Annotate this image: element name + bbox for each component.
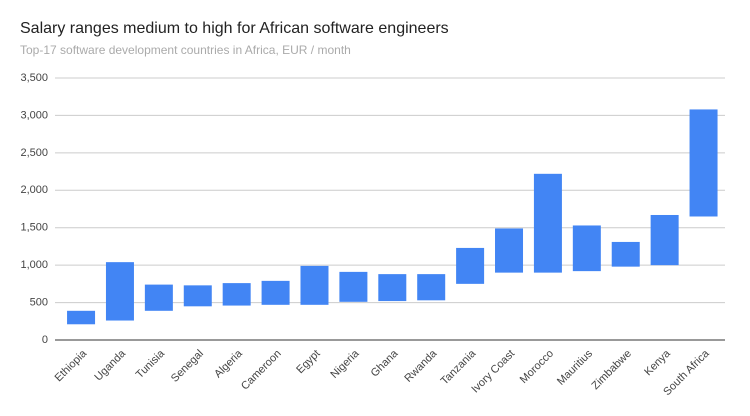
x-tick-label: Senegal [169, 348, 206, 385]
bar [456, 247, 485, 284]
x-tick-label: Morocco [518, 348, 556, 386]
y-tick-label: 500 [30, 296, 48, 308]
x-tick-label: Mauritius [555, 347, 595, 387]
bar [572, 225, 601, 272]
bar [300, 265, 329, 305]
bar [689, 109, 718, 217]
x-tick-label: Zimbabwe [590, 348, 634, 392]
x-tick-label: Algeria [212, 347, 245, 380]
x-tick-label: Tanzania [439, 347, 479, 387]
bar [183, 285, 212, 307]
x-tick-label: Egypt [294, 348, 322, 376]
y-tick-label: 2,500 [20, 147, 48, 159]
y-tick-label: 1,500 [20, 222, 48, 234]
x-tick-label: Rwanda [402, 347, 440, 385]
chart-subtitle: Top-17 software development countries in… [20, 43, 351, 57]
bar [261, 280, 290, 305]
bar [650, 214, 679, 266]
bar [611, 241, 640, 267]
x-tick-label: Tunisia [134, 347, 168, 381]
bar [67, 310, 96, 325]
y-tick-label: 3,500 [20, 72, 48, 84]
bar [378, 274, 407, 302]
bar [339, 271, 368, 302]
bar [144, 284, 173, 311]
bar [105, 262, 134, 321]
x-tick-label: Uganda [92, 347, 128, 383]
bar [417, 274, 446, 301]
y-tick-label: 0 [42, 334, 48, 346]
x-tick-label: Nigeria [328, 347, 362, 381]
bar [495, 228, 524, 273]
y-tick-label: 3,000 [20, 109, 48, 121]
y-tick-label: 1,000 [20, 259, 48, 271]
bar [222, 283, 251, 306]
x-tick-label: Cameroon [239, 348, 284, 393]
x-tick-label: Kenya [642, 347, 673, 378]
bar [533, 173, 562, 273]
y-tick-label: 2,000 [20, 184, 48, 196]
chart-title: Salary ranges medium to high for African… [20, 20, 449, 37]
x-tick-label: Ethiopia [53, 347, 90, 384]
x-tick-label: Ghana [369, 347, 401, 379]
